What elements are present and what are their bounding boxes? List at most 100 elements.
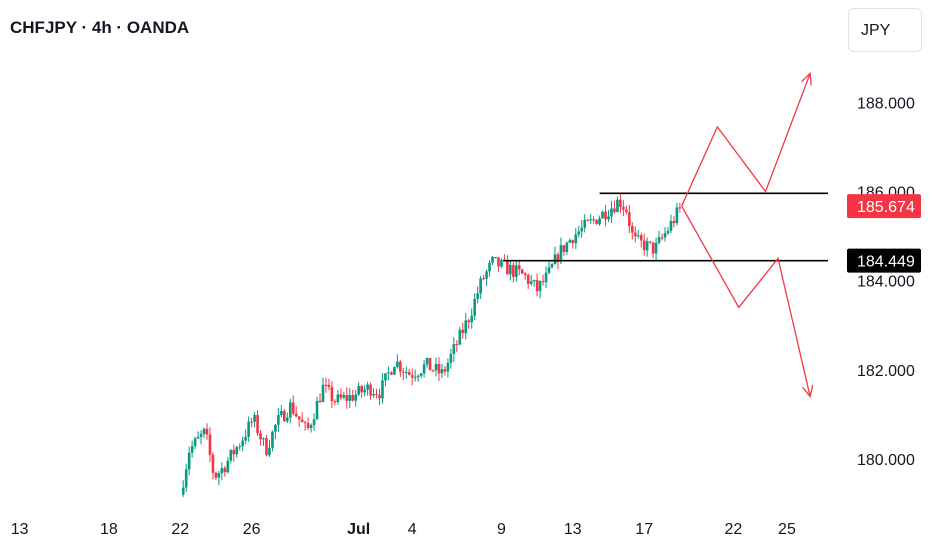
candle xyxy=(369,382,372,400)
candle xyxy=(300,412,304,423)
candle xyxy=(589,214,592,224)
candle xyxy=(443,365,447,376)
candle xyxy=(428,357,432,371)
candle xyxy=(416,374,420,382)
candle xyxy=(223,465,227,477)
projection-arrow[interactable] xyxy=(681,73,811,207)
projection-arrow[interactable] xyxy=(681,205,811,397)
candle xyxy=(250,417,253,428)
candle xyxy=(485,269,488,286)
svg-text:184.449: 184.449 xyxy=(857,254,915,271)
time-tick-label: 17 xyxy=(635,521,653,538)
candle xyxy=(238,443,242,451)
candle xyxy=(256,410,259,436)
candle xyxy=(187,446,191,476)
candle xyxy=(381,373,384,404)
candle xyxy=(604,204,607,227)
candle xyxy=(476,286,479,304)
candle xyxy=(616,196,619,213)
candle xyxy=(336,389,340,405)
candle xyxy=(538,280,542,299)
candle xyxy=(286,412,289,424)
candle xyxy=(571,239,575,249)
candle xyxy=(199,430,203,445)
candle xyxy=(220,462,224,481)
candle xyxy=(631,222,634,240)
candle xyxy=(321,377,325,403)
candle xyxy=(529,274,533,286)
candles-layer xyxy=(181,193,682,497)
candle xyxy=(580,219,584,238)
price-label: 185.674 xyxy=(847,194,921,219)
candle xyxy=(306,417,310,431)
candle xyxy=(452,337,456,362)
candle xyxy=(494,256,497,259)
candle xyxy=(277,407,280,432)
candle xyxy=(291,395,295,416)
candle xyxy=(610,201,613,223)
projection-arrows-layer xyxy=(681,72,814,399)
candle xyxy=(512,262,515,283)
chart-title: CHFJPY · 4h · OANDA xyxy=(10,18,190,37)
candle xyxy=(253,411,256,428)
candle xyxy=(387,366,390,381)
candle xyxy=(372,388,375,398)
candle xyxy=(592,216,595,224)
candle xyxy=(283,409,286,422)
candle xyxy=(565,241,569,255)
candle xyxy=(312,413,316,431)
time-axis[interactable]: 13 18 22 26 Jul 4 9 13 17 22 25 xyxy=(11,521,796,538)
time-tick-label: 9 xyxy=(497,521,506,538)
candle xyxy=(628,205,631,234)
candle xyxy=(506,255,509,275)
candle xyxy=(196,431,200,439)
candle xyxy=(526,273,530,289)
candle xyxy=(193,436,197,450)
time-tick-label: 13 xyxy=(11,521,29,538)
candle xyxy=(274,423,277,440)
candle xyxy=(268,439,271,457)
candle xyxy=(639,232,643,248)
time-tick-label: 26 xyxy=(243,521,261,538)
candle xyxy=(663,227,667,242)
candle xyxy=(345,387,349,409)
candle xyxy=(404,366,408,379)
candle xyxy=(607,210,610,222)
levels-layer xyxy=(503,192,828,262)
time-tick-label: 4 xyxy=(408,521,417,538)
candle xyxy=(464,312,468,340)
candle xyxy=(205,423,209,440)
candle xyxy=(378,388,381,406)
candle xyxy=(184,463,188,492)
candle xyxy=(410,368,414,386)
price-tick-label: 188.000 xyxy=(857,95,915,112)
price-axis[interactable]: 188.000186.000184.000182.000180.000185.6… xyxy=(847,95,921,469)
candle xyxy=(413,369,417,382)
candle xyxy=(330,381,334,409)
candle xyxy=(425,357,429,368)
candle xyxy=(675,202,679,226)
candle xyxy=(202,427,206,439)
candle xyxy=(217,470,221,486)
currency-selector[interactable]: JPY xyxy=(848,8,922,52)
price-tick-label: 182.000 xyxy=(857,363,915,380)
arrow-head xyxy=(801,72,812,86)
candle xyxy=(544,266,548,288)
candle xyxy=(244,429,247,445)
candle xyxy=(407,368,411,376)
candle xyxy=(446,358,450,378)
candle xyxy=(515,260,518,282)
candle xyxy=(595,219,598,225)
candle xyxy=(324,377,328,393)
candle xyxy=(660,233,664,241)
candle xyxy=(470,308,473,329)
candle xyxy=(351,389,355,402)
candle xyxy=(550,262,554,269)
candle xyxy=(455,340,459,353)
candle xyxy=(636,229,640,239)
candle xyxy=(547,260,551,275)
candle xyxy=(399,360,402,377)
candle xyxy=(390,371,393,376)
candle xyxy=(473,293,476,321)
